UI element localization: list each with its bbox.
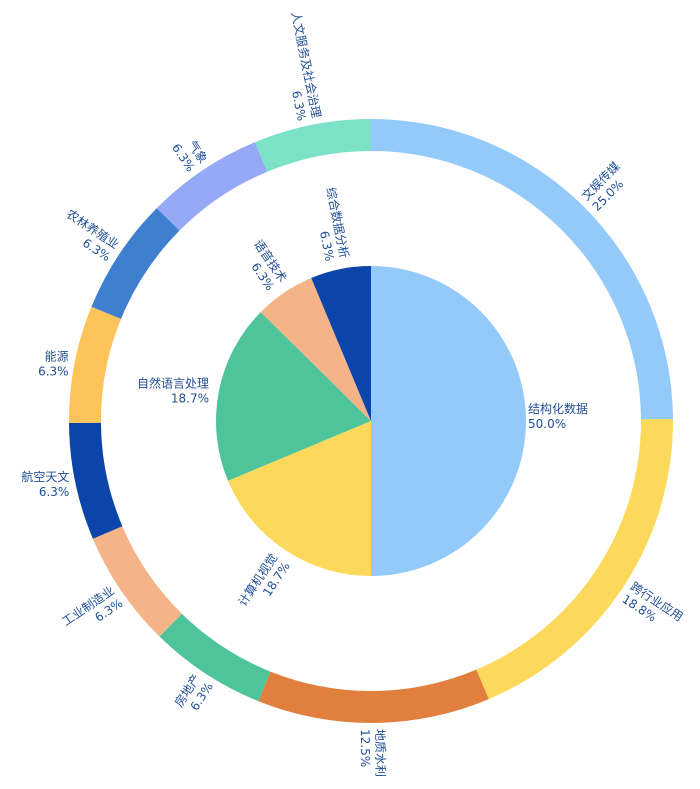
outer-slice-8-label: 气象6.3%: [169, 138, 211, 175]
outer-slice-6-label-percent: 6.3%: [38, 365, 69, 379]
inner-pie: [215, 266, 526, 576]
inner-slice-1: [227, 421, 371, 576]
inner-slice-3: [260, 277, 371, 421]
outer-slice-6-label-name: 能源: [45, 350, 69, 364]
outer-slice-7: [91, 208, 180, 319]
outer-slice-2: [258, 669, 489, 724]
inner-slice-4: [311, 266, 371, 421]
outer-donut: [68, 119, 673, 724]
outer-slice-6: [68, 306, 122, 423]
inner-slice-2-label-name: 自然语言处理: [137, 376, 209, 391]
outer-slice-3: [159, 613, 271, 702]
inner-slice-2: [215, 312, 371, 481]
inner-slice-2-label-percent: 18.7%: [171, 392, 209, 406]
outer-slice-5-label-name: 航空天文: [21, 469, 69, 484]
outer-slice-6-label: 能源6.3%: [38, 350, 69, 379]
outer-slice-0: [371, 119, 673, 420]
inner-slice-0: [371, 266, 526, 576]
inner-slice-0-label-name: 结构化数据: [528, 401, 588, 416]
inner-slice-0-label-percent: 50.0%: [528, 417, 566, 431]
outer-slice-5-label-percent: 6.3%: [39, 485, 70, 499]
outer-slice-8: [156, 142, 268, 231]
inner-slice-4-label-percent: 6.3%: [317, 230, 337, 263]
outer-slice-9: [254, 119, 371, 172]
outer-slice-2-label-percent: 12.5%: [358, 729, 372, 767]
outer-slice-4: [92, 526, 182, 637]
outer-slice-2-label-name: 地质水利: [373, 729, 387, 777]
outer-slice-9-label-percent: 6.3%: [289, 89, 309, 122]
outer-slice-5: [69, 422, 123, 539]
outer-slice-1: [476, 419, 673, 700]
